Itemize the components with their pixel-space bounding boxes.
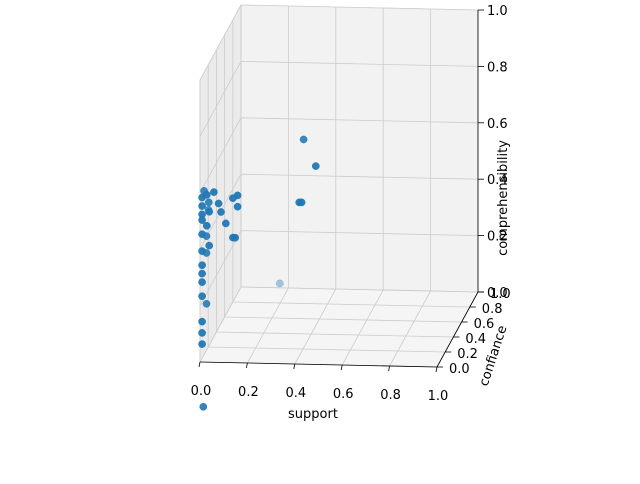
y-tick-label: 0.2: [457, 347, 478, 362]
data-point: [198, 317, 206, 326]
data-point: [297, 198, 306, 207]
z-tick-label: 0.4: [487, 173, 508, 188]
y-tick-label: 0.0: [449, 362, 470, 377]
x-tick: [293, 363, 296, 370]
grid-lines: [199, 4, 479, 368]
y-tick-label: 1.0: [490, 287, 511, 302]
data-point: [198, 340, 206, 348]
data-point: [202, 299, 211, 308]
floor-pane: [199, 286, 479, 368]
data-point: [204, 205, 213, 214]
grid-line-z: [199, 117, 479, 193]
data-point: [214, 199, 223, 208]
data-point: [233, 191, 242, 200]
grid-line-z: [199, 4, 479, 81]
data-point: [198, 329, 206, 337]
z-tick-label: 0.8: [487, 60, 508, 75]
z-tick-label: 0.6: [487, 117, 508, 132]
data-point: [198, 202, 206, 210]
y-axis-line: [436, 291, 479, 368]
data-point: [204, 198, 213, 207]
data-point: [221, 219, 230, 228]
data-point: [198, 261, 206, 270]
x-tick: [340, 364, 343, 371]
y-tick-label: 0.8: [482, 302, 503, 317]
x-tick-label: 0.2: [238, 385, 259, 400]
x-tick: [435, 366, 438, 373]
y-tick-label: 0.4: [465, 332, 486, 347]
x-axis-line: [199, 361, 438, 368]
x-tick-label: 0.0: [191, 384, 212, 399]
x-tick: [388, 365, 390, 372]
z-tick-label: 0.2: [487, 230, 508, 245]
data-point: [205, 241, 214, 250]
data-point: [275, 279, 284, 288]
data-point: [299, 135, 308, 144]
z-axis-label: comprehensibility: [496, 140, 511, 256]
axis-lines: [198, 9, 484, 373]
data-point: [229, 233, 237, 242]
x-axis-label: support: [288, 407, 338, 422]
data-point: [210, 188, 218, 196]
x-tick-label: 1.0: [428, 389, 449, 404]
x-tick: [246, 362, 248, 369]
data-point: [233, 202, 242, 211]
x-tick-label: 0.6: [333, 387, 354, 402]
axis-panes: [199, 4, 479, 368]
grid-line-z: [199, 230, 479, 306]
data-point: [198, 216, 206, 224]
z-tick-label: 1.0: [487, 4, 508, 19]
data-point: [198, 278, 206, 286]
data-point: [202, 249, 211, 257]
data-point: [311, 162, 320, 170]
grid-line-z: [199, 286, 479, 363]
data-point: [202, 190, 211, 199]
grid-line-z: [199, 173, 479, 250]
x-tick-label: 0.4: [285, 386, 306, 401]
data-point: [202, 221, 211, 230]
grid-line-z: [199, 60, 479, 137]
data-points: [198, 135, 320, 411]
data-point: [198, 292, 206, 301]
y-tick-label: 0.6: [474, 317, 495, 332]
data-point: [199, 402, 208, 411]
data-point: [202, 232, 211, 240]
z-tick-label: 0.0: [487, 286, 508, 301]
x-tick: [198, 361, 201, 368]
data-point: [198, 269, 206, 278]
back-pane: [240, 4, 479, 293]
data-point: [217, 208, 225, 216]
tick-labels: 0.0 0.2 0.4 0.6 0.8 1.00.00.20.40.60.81.00.00…: [191, 4, 511, 404]
x-tick-label: 0.8: [380, 388, 401, 403]
